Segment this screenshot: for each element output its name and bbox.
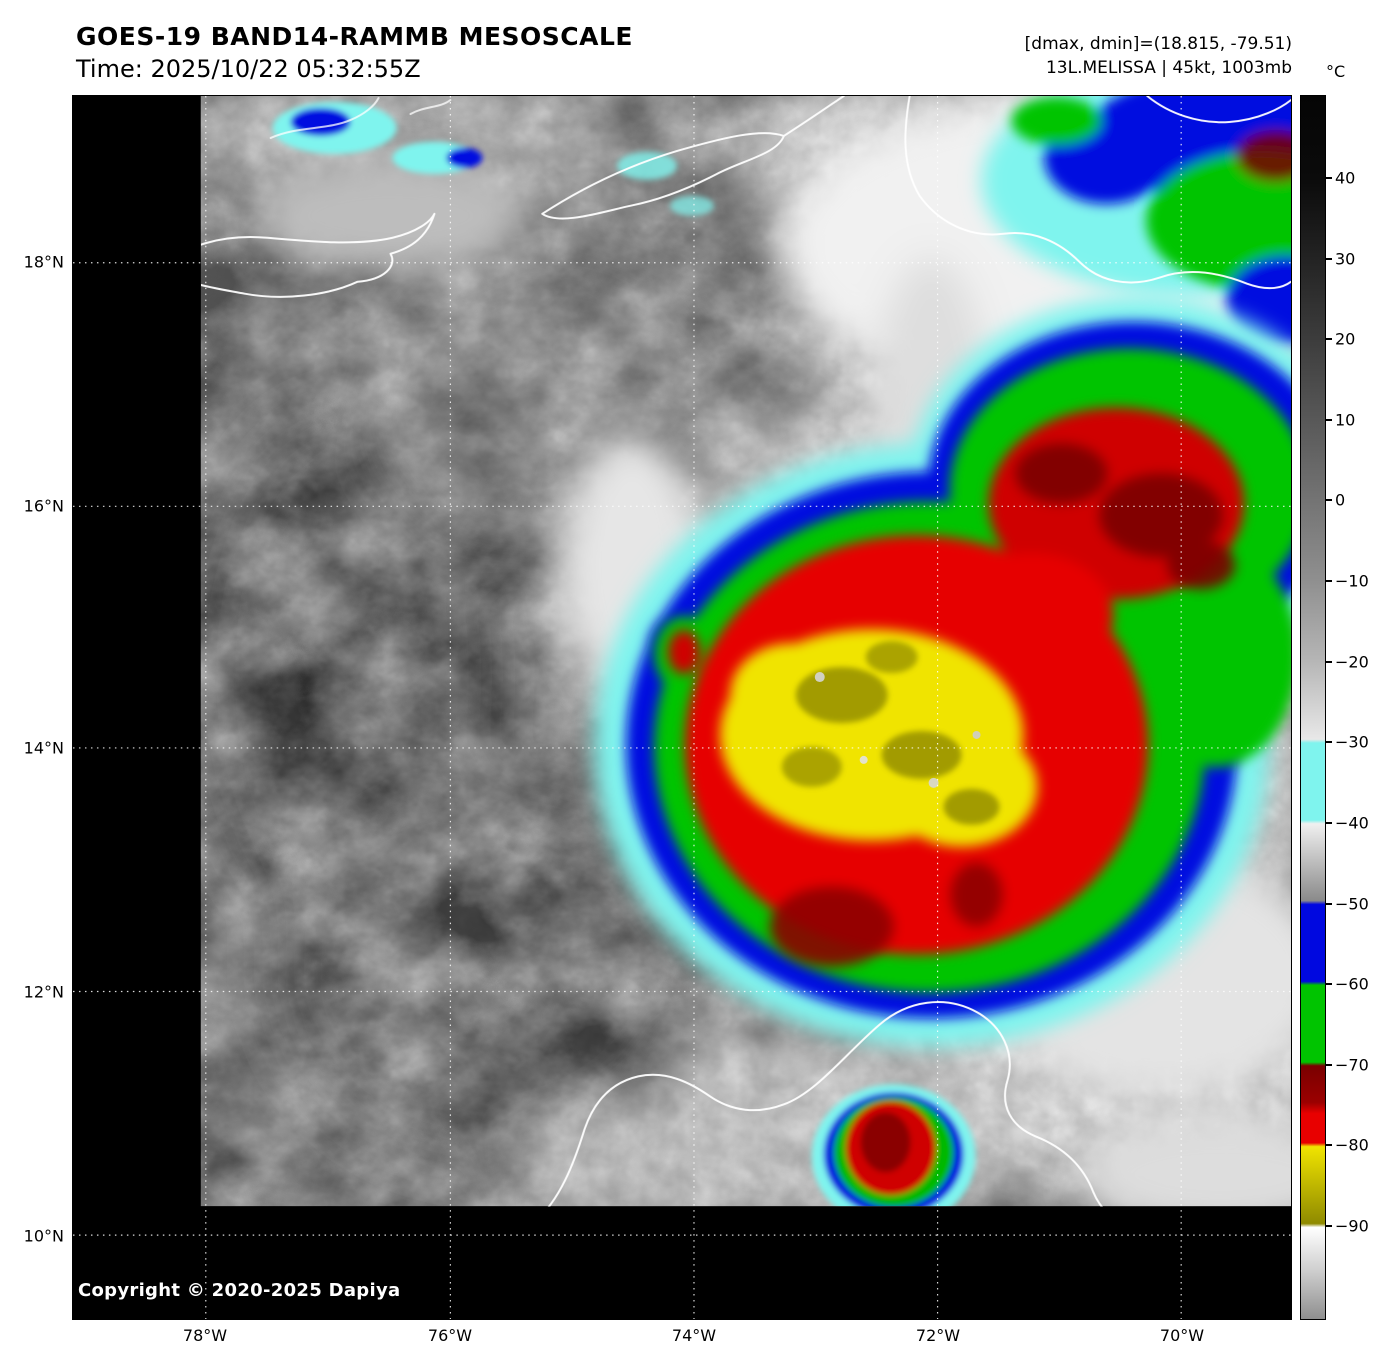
colorbar-tick-label-7: −20 [1335,652,1369,672]
colorbar-tick-mark-6 [1326,580,1332,583]
colorbar-tick-label-8: −30 [1335,732,1369,752]
lon-label-3: 74°W [671,1326,717,1345]
colorbar-tick-mark-7 [1326,660,1332,663]
colorbar-tick-mark-5 [1326,499,1332,502]
colorbar-tick-label-9: −40 [1335,813,1369,833]
colorbar-tick-mark-2 [1326,257,1332,260]
cold-patches-top-left [272,101,714,216]
imagery-swath [200,96,1291,1207]
colorbar-tick-label-2: 30 [1335,249,1356,269]
colorbar-tick-mark-8 [1326,741,1332,744]
colorbar-tick-mark-11 [1326,983,1332,986]
colorbar-tick-mark-9 [1326,821,1332,824]
colorbar-tick-mark-10 [1326,902,1332,905]
temperature-colorbar [1300,95,1326,1320]
storm-info: 13L.MELISSA | 45kt, 1003mb [1045,58,1292,78]
lat-label-2: 16°N [23,496,64,516]
satellite-image [73,96,1291,1319]
colorbar-tick-label-5: 0 [1335,490,1346,510]
lat-label-4: 12°N [23,982,64,1002]
colorbar-tick-mark-3 [1326,338,1332,341]
gridlines [73,96,1291,1319]
lon-label-1: 78°W [182,1326,228,1345]
product-time: Time: 2025/10/22 05:32:55Z [76,55,421,83]
map-frame [72,95,1292,1320]
colorbar-tick-mark-14 [1326,1225,1332,1228]
colorbar-tick-label-3: 20 [1335,329,1356,349]
lon-label-2: 76°W [427,1326,473,1345]
colorbar-tick-mark-4 [1326,418,1332,421]
colorbar-unit-label: °C [1326,62,1346,81]
range-info: [dmax, dmin]=(18.815, -79.51) [1024,34,1292,54]
colorbar-tick-label-6: −10 [1335,571,1369,591]
colorbar-tick-label-10: −50 [1335,894,1369,914]
colorbar-tick-label-4: 10 [1335,410,1356,430]
colorbar-tick-mark-12 [1326,1063,1332,1066]
storm-melissa [594,297,1291,1047]
colorbar-tick-label-11: −60 [1335,974,1369,994]
storm-cell-south [811,1084,976,1207]
lat-label-3: 14°N [23,738,64,758]
colorbar-tick-label-13: −80 [1335,1135,1369,1155]
coastlines [200,96,1291,1207]
colorbar-tick-label-12: −70 [1335,1055,1369,1075]
lon-label-5: 70°W [1159,1326,1205,1345]
colorbar-tick-mark-1 [1326,177,1332,179]
lon-label-4: 72°W [915,1326,961,1345]
copyright-notice: Copyright © 2020-2025 Dapiya [78,1280,401,1301]
lat-label-1: 18°N [23,252,64,272]
colorbar-tick-mark-13 [1326,1144,1332,1147]
colorbar-tick-label-14: −90 [1335,1216,1369,1236]
product-title: GOES-19 BAND14-RAMMB MESOSCALE [76,22,634,51]
lat-label-5: 10°N [23,1226,64,1246]
colorbar-tick-label-1: 40 [1335,168,1356,188]
